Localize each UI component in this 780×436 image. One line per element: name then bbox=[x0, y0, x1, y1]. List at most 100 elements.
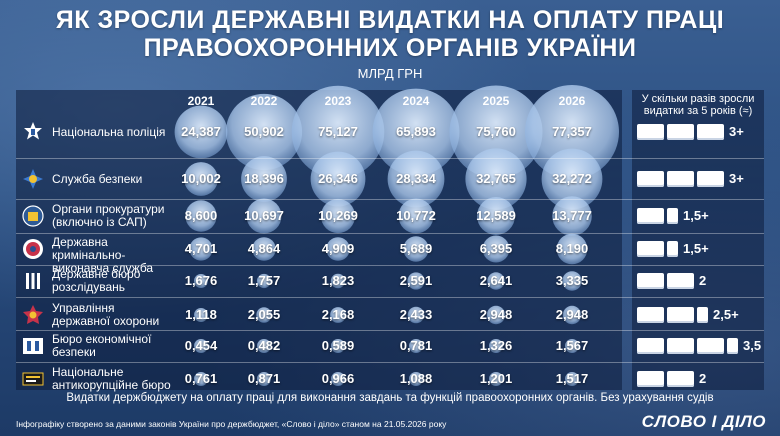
ratio-box-half bbox=[727, 338, 738, 354]
org-name-line: Національне bbox=[52, 365, 124, 379]
org-name-line: Органи прокуратури bbox=[52, 202, 165, 216]
year-header-2025: 2025 bbox=[482, 94, 510, 108]
value-label: 26,346 bbox=[318, 171, 358, 186]
value-bubble bbox=[489, 339, 503, 353]
ratio-label: 3+ bbox=[729, 171, 744, 186]
row-separator bbox=[16, 362, 764, 363]
value-bubble bbox=[256, 307, 272, 323]
ratio-boxes bbox=[637, 338, 738, 354]
value-bubble bbox=[225, 93, 303, 171]
ratio-box bbox=[697, 124, 724, 140]
value-bubble bbox=[372, 88, 460, 176]
ratio-box bbox=[667, 338, 694, 354]
sbu-emblem-icon bbox=[22, 168, 44, 190]
state-guard-emblem-icon bbox=[22, 304, 44, 326]
row-separator bbox=[16, 199, 764, 200]
year-header-2026: 2026 bbox=[558, 94, 586, 108]
value-bubble bbox=[184, 162, 218, 196]
value-bubble bbox=[246, 198, 282, 234]
value-bubble bbox=[194, 274, 208, 288]
ratio-box-half bbox=[667, 208, 678, 224]
value-label: 50,902 bbox=[244, 124, 284, 139]
ratio-boxes bbox=[637, 208, 678, 224]
ratio-box bbox=[697, 338, 724, 354]
ratio-label: 3+ bbox=[729, 124, 744, 139]
value-label: 1,676 bbox=[184, 273, 218, 288]
value-bubble bbox=[330, 307, 346, 323]
value-bubble bbox=[257, 339, 271, 353]
value-bubble bbox=[552, 196, 592, 236]
beb-logo-icon bbox=[22, 335, 44, 357]
value-label: 0,589 bbox=[321, 338, 355, 353]
prosecutor-emblem-icon bbox=[22, 205, 44, 227]
value-label: 0,871 bbox=[247, 371, 281, 386]
ratio-label: 3,5 bbox=[743, 338, 762, 353]
value-label: 1,088 bbox=[399, 371, 433, 386]
org-name: Державна кримінально-виконавча служба bbox=[52, 236, 180, 275]
ratio-label: 2 bbox=[699, 371, 707, 386]
value-label: 2,055 bbox=[247, 307, 281, 322]
org-name-line: Управління bbox=[52, 301, 115, 315]
ratio-box bbox=[637, 371, 664, 387]
row-separator bbox=[16, 330, 764, 331]
ratio-box bbox=[667, 124, 694, 140]
ratio-box bbox=[637, 338, 664, 354]
org-name-line: безпеки bbox=[52, 345, 96, 359]
ratio-header-line-2: видатки за 5 років (≈) bbox=[643, 105, 753, 117]
year-header-2021: 2021 bbox=[187, 94, 215, 108]
value-label: 77,357 bbox=[552, 124, 592, 139]
ratio-boxes bbox=[637, 124, 724, 140]
value-label: 4,909 bbox=[321, 241, 355, 256]
value-label: 1,757 bbox=[247, 273, 281, 288]
title-line-2: ПРАВООХОРОННИХ ОРГАНІВ УКРАЇНИ bbox=[143, 34, 637, 62]
ratio-header: У скільки разів зросли видатки за 5 рокі… bbox=[632, 93, 764, 117]
org-name-line: Державне бюро bbox=[52, 267, 141, 281]
value-label: 2,591 bbox=[399, 273, 433, 288]
org-name-line: розслідувань bbox=[52, 280, 126, 294]
value-label: 1,823 bbox=[321, 273, 355, 288]
value-bubble bbox=[489, 372, 503, 386]
value-label: 0,761 bbox=[184, 371, 218, 386]
ratio-box bbox=[637, 171, 664, 187]
org-name-line: Бюро економічної bbox=[52, 332, 152, 346]
org-name: Управління державної охорони bbox=[52, 302, 180, 328]
value-bubble bbox=[174, 105, 228, 159]
value-label: 10,269 bbox=[318, 208, 358, 223]
value-label: 28,334 bbox=[396, 171, 436, 186]
value-bubble bbox=[194, 372, 208, 386]
value-bubble bbox=[407, 272, 425, 290]
value-bubble bbox=[398, 198, 434, 234]
org-name: Служба безпеки bbox=[52, 171, 180, 186]
value-bubble bbox=[330, 273, 346, 289]
org-name-line: Служба безпеки bbox=[52, 171, 143, 186]
value-bubble bbox=[465, 148, 527, 210]
value-bubble bbox=[556, 233, 588, 265]
title-line-1: ЯК ЗРОСЛИ ДЕРЖАВНІ ВИДАТКИ НА ОПЛАТУ ПРА… bbox=[55, 6, 725, 34]
value-label: 10,697 bbox=[244, 208, 284, 223]
value-label: 10,772 bbox=[396, 208, 436, 223]
value-bubble bbox=[541, 148, 603, 210]
org-name-line: виконавча служба bbox=[52, 261, 154, 275]
ratio-box bbox=[667, 307, 694, 323]
value-label: 0,966 bbox=[321, 371, 355, 386]
ratio-boxes bbox=[637, 371, 694, 387]
value-bubble bbox=[565, 339, 579, 353]
org-name-line: (включно із САП) bbox=[52, 215, 147, 229]
value-bubble bbox=[487, 272, 505, 290]
ratio-box bbox=[637, 307, 664, 323]
value-label: 75,127 bbox=[318, 124, 358, 139]
org-name: Органи прокуратури (включно із САП) bbox=[52, 203, 180, 229]
value-bubble bbox=[252, 237, 276, 261]
value-label: 32,272 bbox=[552, 171, 592, 186]
ratio-boxes bbox=[637, 171, 724, 187]
value-label: 2,641 bbox=[479, 273, 513, 288]
nabu-logo-icon bbox=[22, 368, 44, 390]
org-name-line: антикорупційне бюро bbox=[52, 378, 171, 392]
ratio-boxes bbox=[637, 273, 694, 289]
year-header-2022: 2022 bbox=[250, 94, 278, 108]
value-bubble bbox=[387, 150, 445, 208]
value-bubble bbox=[241, 156, 287, 202]
ratio-box-half bbox=[667, 241, 678, 257]
value-bubble bbox=[189, 237, 213, 261]
org-name: Бюро економічної безпеки bbox=[52, 333, 180, 359]
